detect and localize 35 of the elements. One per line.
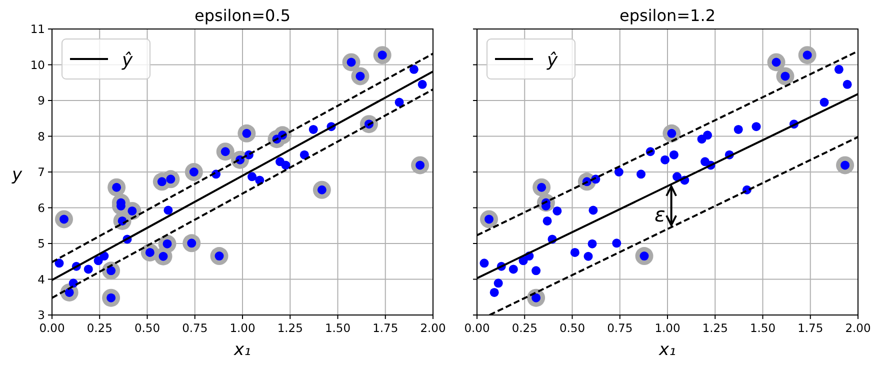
- y-tick-label: 5: [38, 236, 45, 250]
- legend-label: ŷ: [546, 50, 558, 71]
- x-tick-label: 1.75: [372, 321, 398, 335]
- x-tick-label: 2.00: [845, 321, 871, 335]
- y-tick-label: 6: [38, 200, 45, 215]
- y-axis-title: y: [10, 165, 23, 185]
- x-axis-title: x₁: [658, 340, 676, 360]
- x-tick-label: 1.00: [230, 321, 256, 335]
- y-tick-label: 4: [38, 272, 45, 286]
- y-tick-label: 8: [38, 129, 45, 144]
- x-tick-label: 0.00: [39, 321, 65, 335]
- x-tick-label: 1.25: [277, 321, 303, 335]
- y-tick-label: 9: [38, 94, 45, 108]
- y-tick-label: 10: [30, 58, 45, 72]
- x-tick-label: 1.25: [702, 321, 728, 335]
- x-tick-label: 0.75: [607, 321, 633, 335]
- x-axis-title: x₁: [233, 340, 251, 360]
- legend-label: ŷ: [121, 50, 133, 71]
- x-tick-label: 0.25: [512, 321, 538, 335]
- annotation: ε: [654, 202, 666, 227]
- x-tick-label: 1.50: [324, 321, 351, 335]
- x-tick-label: 0.25: [86, 321, 112, 335]
- y-tick-label: 3: [38, 308, 45, 322]
- x-tick-label: 2.00: [420, 321, 446, 335]
- x-tick-label: 1.50: [750, 321, 776, 335]
- x-tick-label: 1.00: [654, 321, 680, 335]
- x-tick-label: 0.50: [559, 321, 586, 335]
- chart-title: epsilon=0.5: [194, 6, 291, 25]
- x-tick-label: 0.75: [182, 321, 208, 335]
- chart-title: epsilon=1.2: [619, 6, 716, 25]
- y-tick-label: 11: [30, 22, 45, 36]
- x-tick-label: 0.50: [134, 321, 160, 335]
- x-tick-label: 0.00: [464, 321, 490, 335]
- x-tick-label: 1.75: [798, 321, 824, 335]
- y-tick-label: 7: [38, 165, 45, 179]
